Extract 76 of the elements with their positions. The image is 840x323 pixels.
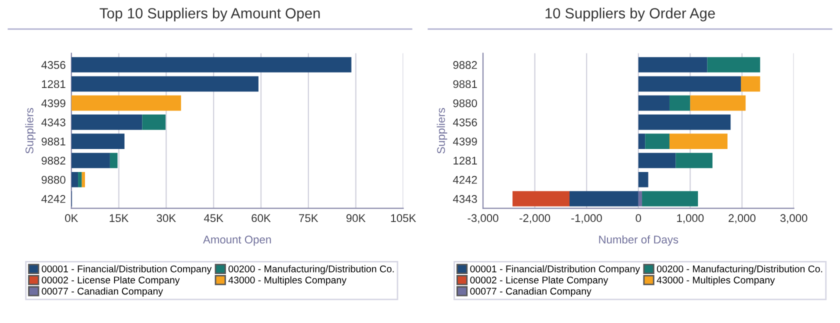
x-axis-title: Amount Open	[203, 236, 271, 246]
x-tick-label: 0K	[65, 214, 78, 222]
x-tick-label: 3,000	[780, 214, 808, 224]
y-tick-label: 4399	[41, 99, 66, 108]
x-tick-label: -2,000	[520, 214, 550, 224]
x-tick-label: 45K	[204, 214, 224, 222]
legend-label: 43000 - Multiples Company	[656, 276, 775, 286]
y-tick-label: 9881	[453, 80, 477, 88]
bar	[82, 172, 85, 188]
bar	[638, 76, 741, 92]
bar	[707, 57, 760, 72]
legend-label: 00077 - Canadian Company	[470, 288, 592, 297]
chart-title: 10 Suppliers by Order Age	[546, 8, 715, 22]
y-tick-label: 4399	[452, 138, 477, 146]
bar	[669, 134, 728, 149]
x-tick-label: 30K	[156, 214, 176, 222]
y-tick-label: 4242	[452, 176, 477, 184]
bar	[71, 152, 110, 168]
bar	[71, 57, 352, 72]
bar	[71, 172, 78, 188]
legend-label: 00001 - Financial/Distribution Company	[42, 265, 212, 274]
bar	[110, 152, 118, 168]
y-axis-title: Suppliers	[436, 108, 448, 154]
legend-label: 43000 - Multiples Company	[228, 276, 346, 286]
bar	[638, 134, 646, 149]
bar	[642, 191, 698, 206]
bar	[570, 191, 638, 206]
y-tick-label: 4343	[452, 195, 477, 203]
bar	[71, 95, 182, 111]
y-tick-label: 4242	[41, 195, 66, 203]
legend-label: 00200 - Manufacturing/Distribution Co.	[228, 265, 394, 274]
y-tick-label: 9880	[453, 99, 478, 108]
bar	[669, 95, 690, 111]
x-tick-label: 2,000	[728, 214, 756, 224]
bar	[638, 152, 676, 168]
legend-label: 00001 - Financial/Distribution Company	[470, 265, 640, 274]
x-axis-title: Number of Days	[599, 235, 678, 246]
y-tick-label: 9880	[42, 176, 66, 184]
y-tick-label: 4343	[41, 118, 66, 126]
bar	[645, 134, 670, 149]
bar	[142, 114, 166, 130]
x-tick-label: -3,000	[468, 214, 498, 224]
x-tick-label: 75K	[299, 214, 318, 222]
y-tick-label: 1281	[454, 156, 477, 165]
y-tick-label: 9881	[42, 138, 66, 146]
y-tick-label: 9882	[42, 156, 66, 165]
x-tick-label: 0	[636, 214, 642, 222]
bar	[740, 76, 760, 92]
x-tick-label: 15K	[110, 214, 129, 222]
bar	[638, 191, 642, 206]
x-tick-label: 60K	[252, 214, 271, 222]
bar	[638, 114, 731, 130]
y-tick-label: 4356	[452, 118, 477, 126]
legend-label: 00002 - License Plate Company	[470, 276, 608, 286]
bar	[638, 172, 648, 188]
y-tick-label: 4356	[41, 61, 66, 69]
y-tick-label: 9882	[453, 61, 477, 69]
bar	[78, 172, 82, 188]
legend-label: 00077 - Canadian Company	[42, 288, 164, 297]
chart-title: Top 10 Suppliers by Amount Open	[100, 8, 320, 22]
x-tick-label: -1,000	[571, 214, 602, 224]
x-tick-label: 90K	[346, 214, 366, 222]
bar	[512, 191, 570, 206]
bar	[690, 95, 746, 111]
bar	[71, 114, 142, 130]
legend-label: 00200 - Manufacturing/Distribution Co.	[656, 265, 822, 274]
bar	[676, 152, 712, 168]
bar	[638, 57, 708, 72]
y-tick-label: 1281	[42, 80, 66, 88]
bar	[71, 76, 258, 92]
x-tick-label: 1,000	[677, 214, 704, 224]
legend-label: 00002 - License Plate Company	[42, 276, 180, 286]
x-tick-label: 105K	[391, 214, 416, 222]
bar	[638, 95, 670, 111]
bar	[71, 134, 124, 149]
y-axis-title: Suppliers	[25, 108, 36, 154]
